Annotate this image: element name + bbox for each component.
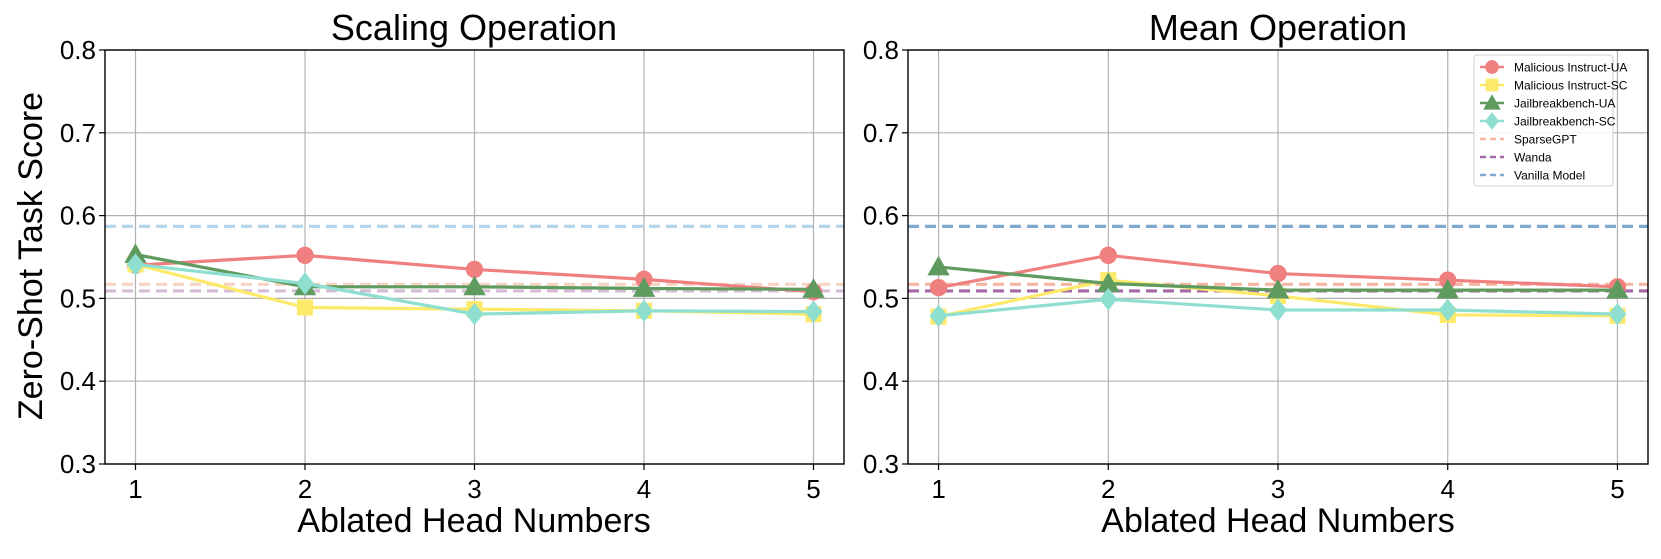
y-tick-label: 0.6 (863, 201, 899, 231)
legend-marker (1484, 112, 1500, 130)
chart-panel-scaling: Scaling Operation Ablated Head Numbers Z… (12, 7, 845, 540)
legend-box (1473, 54, 1614, 187)
data-point (927, 255, 950, 276)
legend: Malicious Instruct-UA Malicious Instruct-… (1473, 54, 1628, 187)
y-tick-label: 0.5 (863, 283, 899, 313)
series-jailbreakbench-ua (927, 255, 1629, 299)
x-tick-label: 2 (298, 474, 312, 504)
plot-frame (104, 49, 845, 465)
x-tick-label: 5 (806, 474, 820, 504)
data-point (296, 246, 314, 265)
series-jailbreakbench-sc (126, 253, 823, 326)
data-point (1099, 288, 1118, 311)
x-tick-label: 4 (1440, 474, 1454, 504)
x-tick-label: 4 (637, 474, 651, 504)
data-point (124, 243, 147, 263)
legend-item: SparseGPT (1480, 133, 1577, 147)
grid (105, 49, 844, 465)
data-point (465, 260, 484, 279)
data-point (126, 253, 145, 276)
data-point (1269, 298, 1287, 322)
legend-item: Wanda (1480, 151, 1552, 165)
data-point (1269, 264, 1287, 283)
legend-marker (1485, 60, 1499, 74)
x-tick-label: 3 (467, 474, 481, 504)
legend-label: Malicious Instruct-UA (1514, 61, 1627, 75)
data-point (1266, 278, 1290, 299)
data-point (802, 278, 825, 298)
x-tick-label: 5 (1610, 474, 1624, 504)
y-tick-label: 0.7 (863, 118, 899, 148)
legend-item: Malicious Instruct-UA (1480, 60, 1627, 75)
x-tick-label: 3 (1271, 474, 1285, 504)
plot-frame (907, 49, 1649, 465)
legend-item: Vanilla Model (1480, 169, 1585, 183)
y-tick-label: 0.8 (60, 35, 96, 65)
chart-title: Mean Operation (1149, 7, 1407, 48)
data-point (465, 302, 484, 326)
x-tick-label: 1 (931, 474, 945, 504)
data-point (1436, 278, 1459, 299)
y-tick-label: 0.7 (60, 118, 96, 148)
data-point (804, 300, 823, 323)
legend-item: Malicious Instruct-SC (1480, 79, 1628, 93)
y-tick-label: 0.4 (60, 366, 96, 396)
data-point (1606, 278, 1629, 299)
data-point (1608, 302, 1627, 326)
y-tick-label: 0.3 (863, 449, 899, 479)
x-axis-label: Ablated Head Numbers (1101, 502, 1454, 540)
legend-item: Jailbreakbench-SC (1480, 112, 1616, 130)
legend-label: Jailbreakbench-UA (1514, 97, 1615, 111)
chart-panel-mean: Mean Operation Ablated Head Numbers 0.3 0… (863, 7, 1649, 540)
data-point (1097, 272, 1120, 292)
legend-label: Malicious Instruct-SC (1514, 79, 1628, 93)
legend-label: Vanilla Model (1514, 169, 1585, 183)
chart-title: Scaling Operation (331, 7, 617, 48)
x-axis-label: Ablated Head Numbers (297, 502, 650, 540)
y-tick-label: 0.6 (60, 201, 96, 231)
y-axis-label: Zero-Shot Task Score (12, 92, 50, 420)
data-point (929, 278, 948, 297)
legend-label: Jailbreakbench-SC (1514, 115, 1616, 129)
data-point (296, 299, 314, 316)
x-tick-label: 1 (128, 474, 142, 504)
data-point (632, 277, 656, 297)
data-point (463, 275, 486, 296)
data-point (635, 299, 653, 323)
data-point (929, 304, 948, 327)
series-jailbreakbench-sc (929, 288, 1627, 327)
y-tick-label: 0.3 (60, 449, 96, 479)
legend-marker (1485, 78, 1499, 92)
data-point (1099, 246, 1117, 265)
legend-label: SparseGPT (1514, 133, 1577, 147)
y-tick-label: 0.8 (863, 35, 899, 65)
legend-item: Jailbreakbench-UA (1480, 94, 1615, 111)
data-point (1438, 298, 1457, 322)
legend-marker (1483, 94, 1501, 110)
data-point (296, 272, 314, 295)
legend-label: Wanda (1514, 151, 1552, 165)
x-tick-label: 2 (1101, 474, 1115, 504)
y-tick-label: 0.4 (863, 366, 899, 396)
y-tick-label: 0.5 (60, 283, 96, 313)
